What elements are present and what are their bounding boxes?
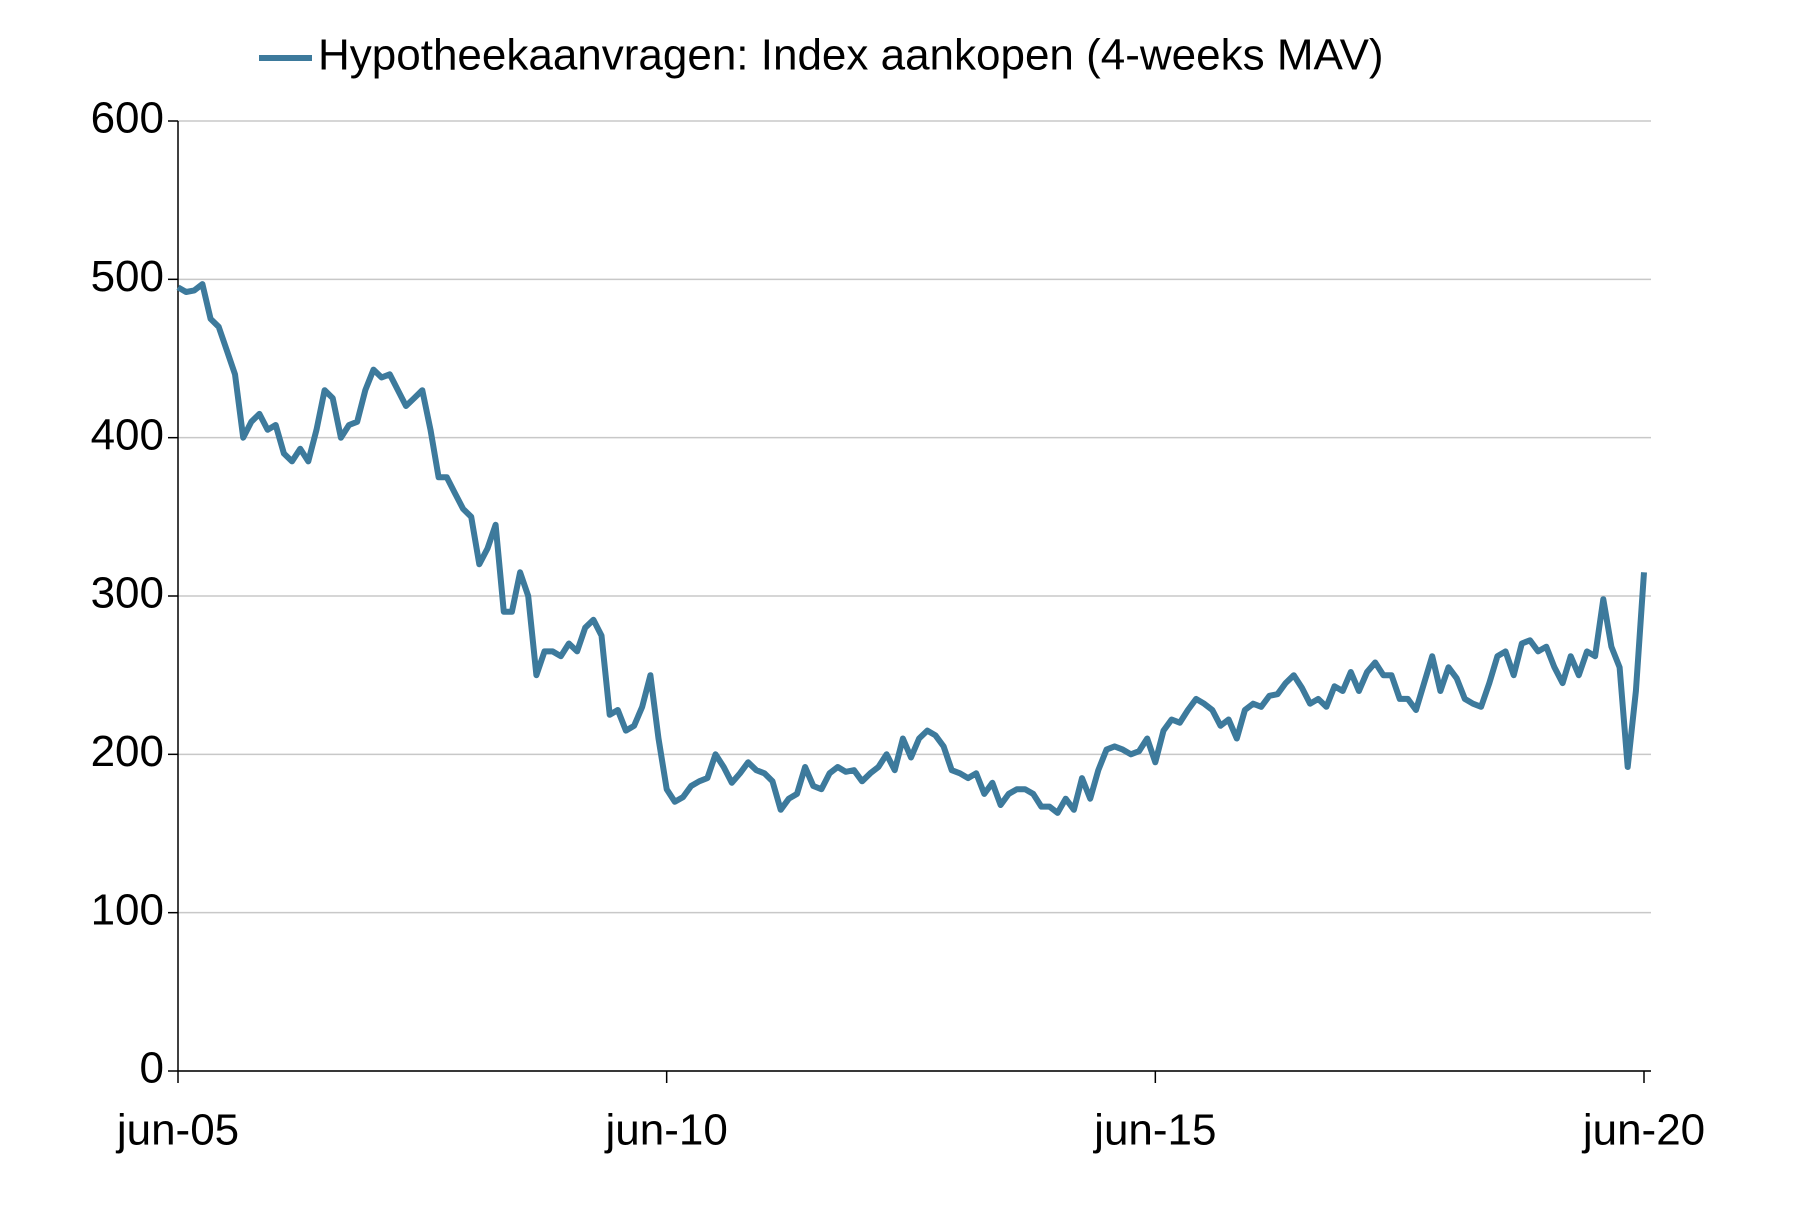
- x-tick-label: jun-15: [1092, 1106, 1216, 1155]
- y-tick-label: 0: [140, 1044, 164, 1093]
- y-tick-label: 500: [91, 252, 164, 301]
- y-tick-label: 100: [91, 885, 164, 934]
- y-tick-label: 300: [91, 569, 164, 618]
- y-tick-label: 200: [91, 727, 164, 776]
- x-tick-label: jun-10: [604, 1106, 728, 1155]
- line: [176, 281, 1647, 816]
- y-tick-label: 600: [91, 94, 164, 143]
- legend-label: Hypotheekaanvragen: Index aankopen (4-we…: [318, 31, 1384, 80]
- x-tick-label: jun-05: [115, 1106, 239, 1155]
- y-tick-label: 400: [91, 410, 164, 459]
- x-tick-label: jun-20: [1581, 1106, 1705, 1155]
